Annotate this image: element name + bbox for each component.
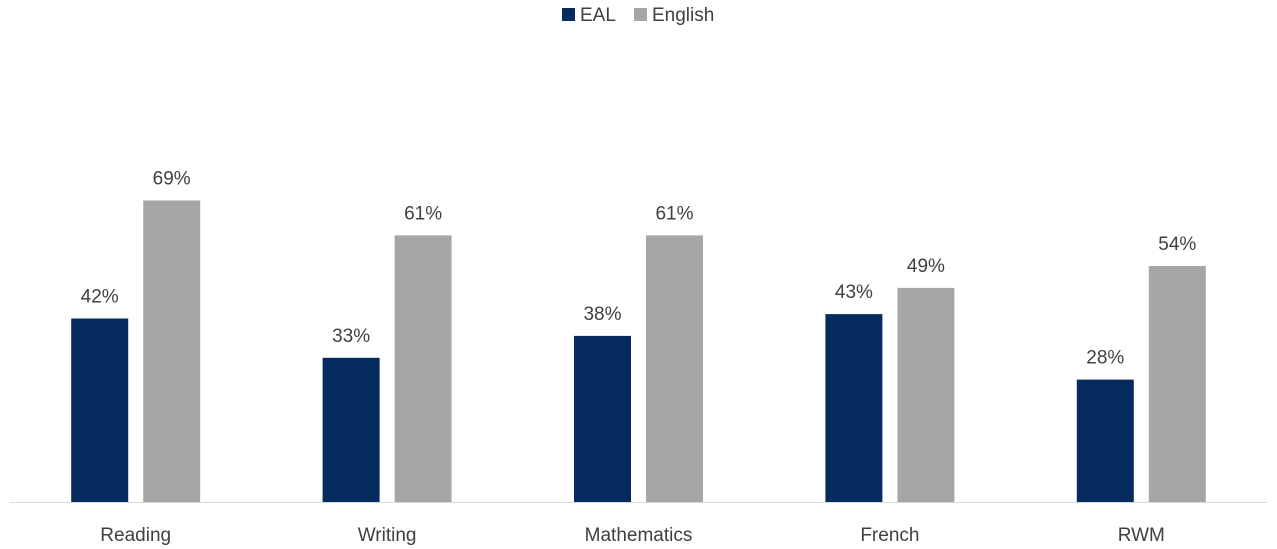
data-label-eal-writing: 33% bbox=[332, 326, 370, 347]
data-labels-group: 42% 69% 33% 61% 38% 61% 43% 49% 28% 54% bbox=[81, 169, 1197, 369]
bar-english-mathematics bbox=[646, 235, 703, 502]
bar-english-french bbox=[897, 287, 955, 502]
x-tick-labels-group: Reading Writing Mathematics French RWM bbox=[100, 525, 1165, 546]
data-label-english-rwm: 54% bbox=[1158, 234, 1196, 255]
bar-eal-writing bbox=[322, 357, 380, 502]
legend-label-english: English bbox=[652, 5, 714, 26]
data-label-english-reading: 69% bbox=[153, 169, 191, 190]
x-tick-label-french: French bbox=[860, 525, 919, 546]
x-tick-label-reading: Reading bbox=[100, 525, 171, 546]
bar-english-rwm bbox=[1148, 266, 1206, 502]
legend-label-eal: EAL bbox=[580, 5, 616, 26]
data-label-eal-french: 43% bbox=[835, 282, 873, 303]
data-label-english-french: 49% bbox=[907, 256, 945, 277]
legend-swatch-eal bbox=[562, 8, 575, 21]
data-label-eal-reading: 42% bbox=[81, 287, 119, 308]
bar-eal-rwm bbox=[1076, 379, 1134, 502]
bar-eal-french bbox=[825, 314, 883, 502]
x-tick-label-mathematics: Mathematics bbox=[585, 525, 693, 546]
data-label-eal-mathematics: 38% bbox=[583, 304, 621, 325]
x-tick-label-rwm: RWM bbox=[1118, 525, 1165, 546]
data-label-eal-rwm: 28% bbox=[1086, 348, 1124, 369]
data-label-english-mathematics: 61% bbox=[655, 203, 693, 224]
legend-swatch-english bbox=[634, 8, 647, 21]
bar-eal-reading bbox=[71, 318, 129, 502]
bar-english-reading bbox=[143, 200, 201, 502]
bar-english-writing bbox=[394, 235, 452, 502]
data-label-english-writing: 61% bbox=[404, 203, 442, 224]
legend: EAL English bbox=[562, 5, 714, 26]
bars-group bbox=[71, 200, 1206, 502]
bar-eal-mathematics bbox=[574, 335, 631, 502]
x-tick-label-writing: Writing bbox=[358, 525, 417, 546]
